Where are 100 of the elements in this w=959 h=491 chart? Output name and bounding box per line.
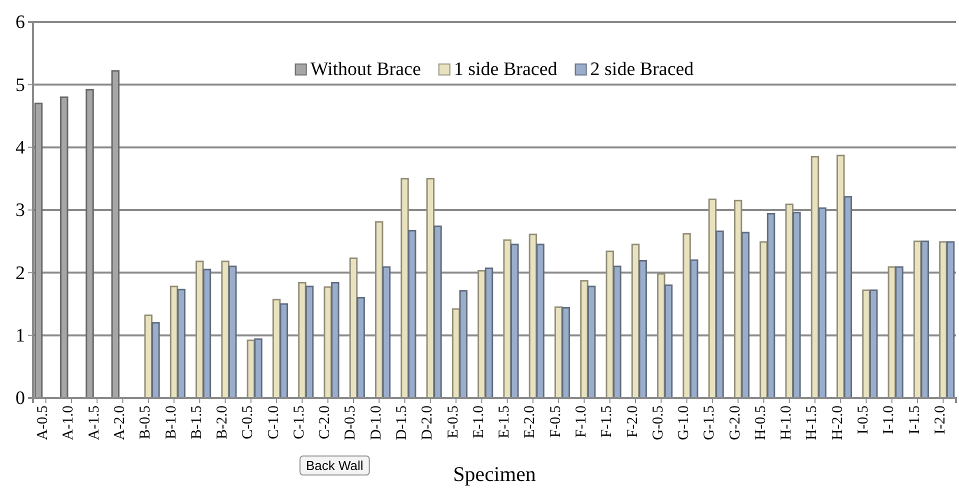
x-tick-label: H-1.0 — [778, 406, 795, 440]
x-tick-label: A-0.5 — [35, 406, 52, 440]
bar — [587, 286, 596, 399]
bar — [939, 241, 948, 399]
x-tick-label: H-0.5 — [752, 406, 769, 440]
x-tick-label: A-1.5 — [86, 406, 102, 440]
x-tick-label: D-2.0 — [420, 406, 436, 440]
x-tick-label: F-2.0 — [624, 406, 641, 438]
y-tick-label: 5 — [16, 74, 25, 96]
bar — [202, 268, 212, 399]
y-tick-label: 4 — [16, 137, 26, 158]
bar — [613, 266, 622, 399]
bar — [221, 260, 230, 399]
bar — [177, 288, 186, 399]
bar — [734, 200, 742, 399]
x-tick-label: B-0.5 — [138, 406, 154, 440]
x-tick-label: H-1.5 — [804, 406, 820, 440]
x-tick-label: C-2.0 — [317, 406, 334, 440]
bar — [766, 213, 776, 399]
bar — [152, 322, 160, 399]
bar — [536, 244, 544, 399]
x-tick-label: C-0.5 — [240, 406, 256, 440]
x-tick-label: I-2.0 — [932, 406, 948, 434]
bar — [484, 268, 494, 399]
bar — [664, 284, 673, 399]
bar — [562, 307, 570, 399]
bar — [741, 232, 750, 399]
y-tick-label: 0 — [16, 388, 25, 410]
legend-label: 2 side Braced — [590, 59, 694, 80]
bar — [862, 289, 870, 399]
x-tick-label: F-0.5 — [548, 406, 564, 438]
x-tick-label: E-0.5 — [445, 406, 462, 438]
bar — [280, 303, 288, 399]
bar — [785, 204, 794, 399]
legend-label: Without Brace — [310, 59, 421, 80]
x-tick-label: B-2.0 — [214, 406, 231, 440]
x-tick-label: F-1.0 — [573, 406, 590, 438]
bar — [580, 280, 588, 399]
bar — [946, 241, 955, 399]
x-tick-label: I-0.5 — [856, 406, 872, 434]
bar — [657, 273, 666, 399]
bar — [356, 296, 365, 399]
x-tick-label: D-1.0 — [368, 406, 384, 440]
x-tick-label: F-1.5 — [599, 406, 616, 438]
bar — [690, 259, 698, 399]
x-tick-label: E-1.0 — [470, 406, 487, 438]
x-tick-label: A-1.0 — [60, 406, 77, 440]
bar — [305, 286, 314, 399]
bar — [920, 240, 929, 399]
bar — [86, 88, 94, 399]
bar — [34, 102, 43, 399]
bar — [298, 282, 306, 399]
text: Back Wall — [306, 458, 364, 473]
bar — [228, 266, 237, 399]
legend-label: 1 side Braced — [454, 59, 558, 80]
bar — [836, 154, 845, 399]
bar — [792, 212, 801, 399]
x-tick-label: G-0.5 — [650, 406, 666, 440]
x-tick-label: D-1.5 — [394, 406, 410, 440]
bar — [844, 196, 852, 399]
bar — [869, 289, 878, 399]
bar — [60, 96, 68, 399]
y-tick-label: 2 — [16, 262, 25, 284]
x-tick-label: C-1.5 — [291, 406, 308, 440]
x-tick-label: B-1.5 — [188, 406, 205, 440]
bar — [818, 207, 826, 399]
bar — [510, 244, 519, 399]
x-tick-label: I-1.5 — [906, 406, 923, 434]
bar — [459, 290, 468, 399]
bar — [196, 260, 204, 399]
x-tick-label: G-2.0 — [727, 406, 744, 440]
x-tick-label: D-0.5 — [342, 406, 359, 440]
x-axis-title: Specimen — [453, 462, 536, 486]
x-tick-label: G-1.0 — [676, 406, 692, 440]
bar — [111, 70, 120, 399]
bar — [638, 260, 647, 399]
x-tick-label: G-1.5 — [702, 406, 718, 440]
bar — [716, 230, 724, 399]
y-tick-label: 6 — [16, 12, 25, 34]
bar — [331, 282, 340, 399]
x-tick-label: E-1.5 — [496, 406, 513, 438]
y-tick-label: 1 — [16, 325, 25, 346]
bar — [408, 230, 416, 399]
bar — [254, 338, 262, 399]
bar — [682, 233, 691, 399]
y-tick-label: 3 — [16, 200, 25, 222]
x-tick-label: A-2.0 — [112, 406, 128, 440]
x-tick-label: H-2.0 — [830, 406, 846, 440]
x-tick-label: B-1.0 — [163, 406, 180, 440]
x-tick-label: I-1.0 — [881, 406, 898, 434]
x-tick-label: C-1.0 — [266, 406, 282, 440]
bar — [503, 239, 512, 399]
bar — [434, 226, 442, 399]
bar — [324, 286, 332, 399]
bar — [382, 266, 391, 399]
bar — [400, 178, 409, 399]
bar — [895, 266, 904, 399]
x-tick-label: E-2.0 — [522, 406, 538, 438]
bar — [375, 221, 384, 399]
bar — [760, 241, 768, 399]
